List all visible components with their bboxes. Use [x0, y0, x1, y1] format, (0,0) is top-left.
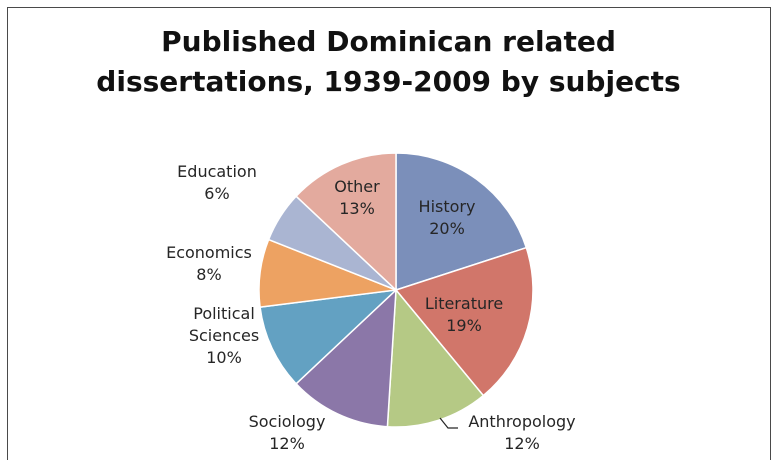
slice-category-label-sociology: Sociology	[249, 412, 326, 431]
pie-slice-anthropology	[386, 288, 485, 428]
leader-line-anthropology	[439, 417, 458, 429]
chart-title: Published Dominican related dissertation…	[0, 22, 777, 102]
chart-title-line-1: Published Dominican related	[161, 25, 616, 58]
slice-category-label-anthropology: Anthropology	[468, 412, 575, 431]
pie-slice-political-sciences	[259, 288, 399, 385]
slice-value-label-history: 20%	[429, 219, 465, 238]
slice-category-label-education: Education	[177, 162, 257, 181]
pie-slice-other	[295, 152, 397, 292]
chart-title-line-2: dissertations, 1939-2009 by subjects	[96, 65, 681, 98]
slice-value-label-anthropology: 12%	[504, 434, 540, 453]
slice-value-label-economics: 8%	[196, 265, 221, 284]
slice-category-label-political-sciences: Political	[193, 304, 255, 323]
slice-category-label-other: Other	[334, 177, 380, 196]
slice-value-label-literature: 19%	[446, 316, 482, 335]
slice-category-label-economics: Economics	[166, 243, 252, 262]
pie-slice-sociology	[295, 288, 397, 428]
slice-category-label-political-sciences: Sciences	[189, 326, 259, 345]
slice-value-label-sociology: 12%	[269, 434, 305, 453]
slice-category-label-literature: Literature	[425, 294, 503, 313]
slice-value-label-education: 6%	[204, 184, 229, 203]
pie-slice-literature	[394, 246, 534, 397]
chart-border	[7, 7, 771, 460]
slice-value-label-other: 13%	[339, 199, 375, 218]
slice-value-label-political-sciences: 10%	[206, 348, 242, 367]
slice-category-label-history: History	[419, 197, 476, 216]
pie-slice-history	[395, 152, 528, 292]
